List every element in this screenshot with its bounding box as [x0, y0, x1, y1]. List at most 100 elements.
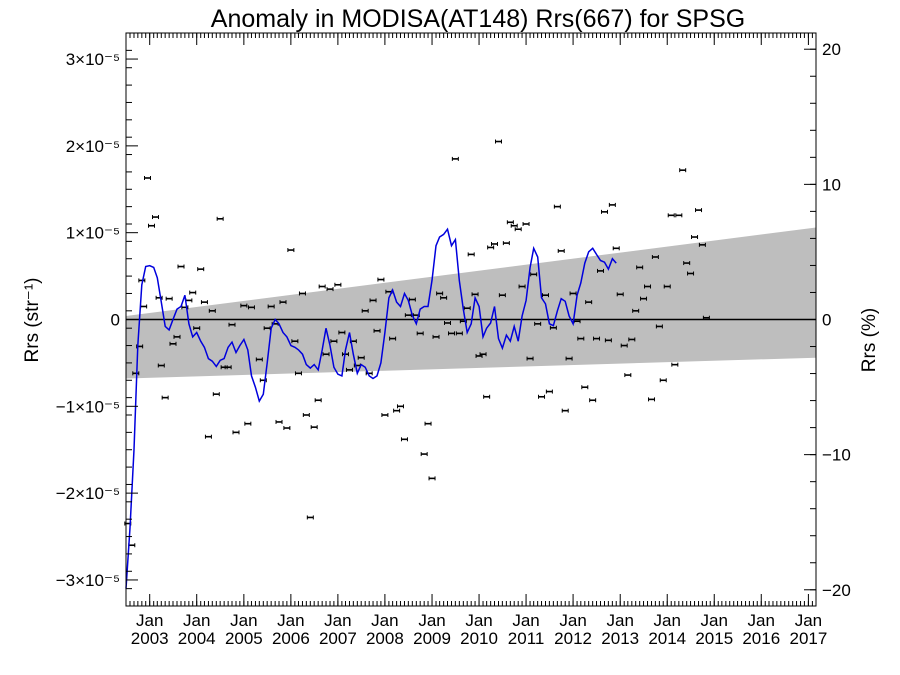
data-point: [463, 306, 471, 311]
data-point: [534, 321, 542, 326]
data-point: [585, 300, 593, 305]
smoothed-line: [125, 227, 617, 589]
data-point: [659, 378, 667, 383]
data-point: [275, 419, 283, 424]
data-point: [396, 404, 404, 409]
data-point: [620, 343, 628, 348]
data-point: [608, 202, 616, 207]
data-point: [193, 326, 201, 331]
data-point: [628, 337, 636, 342]
data-point: [189, 290, 197, 295]
x-tick-month-label: Jan: [559, 611, 586, 630]
data-point: [197, 267, 205, 272]
smoothed-line-layer: [125, 227, 617, 589]
data-point: [132, 371, 140, 376]
x-tick-year-label: 2013: [601, 629, 639, 648]
x-tick-year-label: 2007: [319, 629, 357, 648]
x-tick-month-label: Jan: [701, 611, 728, 630]
data-point: [702, 315, 710, 320]
data-point: [428, 476, 436, 481]
data-point: [314, 398, 322, 403]
data-point: [679, 168, 687, 173]
x-tick-year-label: 2015: [695, 629, 733, 648]
data-point: [451, 156, 459, 161]
data-point: [553, 204, 561, 209]
y-tick-label: 3×10⁻⁵: [66, 50, 120, 69]
data-point: [389, 336, 397, 341]
y2-tick-label: −20: [822, 581, 851, 600]
x-tick-year-label: 2004: [178, 629, 216, 648]
data-point: [177, 264, 185, 269]
data-point: [173, 334, 181, 339]
data-point: [287, 248, 295, 253]
x-tick-year-label: 2008: [366, 629, 404, 648]
data-point: [357, 355, 365, 360]
y-tick-label: 0: [111, 311, 120, 330]
data-point: [545, 389, 553, 394]
data-point: [381, 413, 389, 417]
data-point: [267, 304, 275, 309]
data-point: [373, 328, 381, 333]
data-point: [675, 213, 683, 218]
data-point: [549, 325, 557, 330]
y2-tick-label: 10: [822, 175, 841, 194]
data-point: [471, 292, 479, 297]
data-point: [683, 261, 691, 266]
data-point: [691, 235, 699, 240]
data-point: [640, 296, 648, 301]
data-point: [577, 336, 585, 341]
data-point: [416, 331, 424, 336]
x-tick-month-label: Jan: [277, 611, 304, 630]
data-point: [244, 421, 252, 426]
data-point: [310, 425, 318, 430]
data-point: [216, 216, 224, 221]
data-point: [518, 284, 526, 289]
x-tick-month-label: Jan: [230, 611, 257, 630]
x-tick-year-label: 2016: [742, 629, 780, 648]
data-point: [526, 356, 534, 361]
data-point: [204, 434, 212, 439]
y-axis-label: Rrs (str⁻¹): [22, 278, 43, 363]
data-point: [157, 363, 165, 368]
data-point: [185, 298, 193, 303]
y2-tick-label: 0: [822, 311, 831, 330]
data-point: [334, 282, 342, 287]
data-point: [298, 291, 306, 296]
x-tick-month-label: Jan: [512, 611, 539, 630]
data-point: [483, 394, 491, 399]
x-tick-month-label: Jan: [371, 611, 398, 630]
x-tick-month-label: Jan: [748, 611, 775, 630]
data-point: [695, 208, 703, 213]
data-point: [424, 421, 432, 426]
data-point: [514, 227, 522, 232]
data-point: [255, 357, 263, 362]
data-point: [455, 331, 463, 336]
data-point: [443, 320, 451, 325]
data-point: [165, 296, 173, 301]
x-tick-month-label: Jan: [607, 611, 634, 630]
data-point: [224, 365, 232, 370]
data-point: [240, 303, 248, 308]
data-point: [530, 272, 538, 277]
x-tick-year-label: 2014: [648, 629, 686, 648]
data-point: [294, 371, 302, 376]
x-tick-year-label: 2017: [789, 629, 827, 648]
data-point: [263, 326, 271, 331]
data-point: [538, 394, 546, 399]
data-point: [612, 246, 620, 251]
data-point: [698, 242, 706, 247]
data-point: [144, 175, 152, 180]
data-point: [345, 367, 353, 372]
data-point: [487, 245, 495, 250]
x-tick-year-label: 2006: [272, 629, 310, 648]
data-point: [604, 338, 612, 343]
x-tick-month-label: Jan: [654, 611, 681, 630]
data-point: [569, 291, 577, 296]
data-point: [506, 220, 514, 225]
data-point: [318, 284, 326, 289]
data-point: [140, 304, 148, 309]
data-point: [557, 248, 565, 253]
data-point: [581, 385, 589, 390]
data-point: [279, 300, 287, 305]
